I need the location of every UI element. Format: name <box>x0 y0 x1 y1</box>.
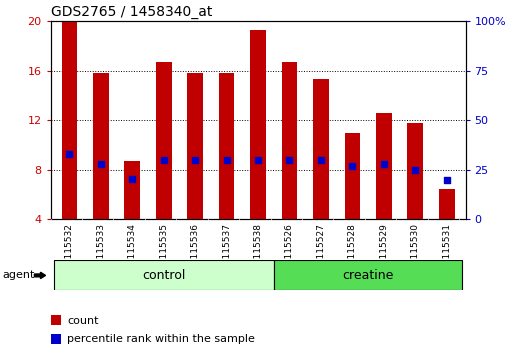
Text: GSM115537: GSM115537 <box>222 223 231 278</box>
Bar <box>313 79 328 219</box>
Point <box>191 157 199 163</box>
Text: GSM115532: GSM115532 <box>65 223 74 278</box>
Point <box>316 157 324 163</box>
Bar <box>156 62 171 219</box>
Text: GSM115535: GSM115535 <box>159 223 168 278</box>
Point <box>128 176 136 181</box>
Bar <box>218 73 234 219</box>
Text: GSM115536: GSM115536 <box>190 223 199 278</box>
Point <box>411 167 419 173</box>
Text: GSM115526: GSM115526 <box>284 223 293 278</box>
Text: count: count <box>67 316 98 326</box>
Bar <box>50 315 61 325</box>
Bar <box>273 260 462 290</box>
Point <box>254 157 262 163</box>
Bar <box>249 30 266 219</box>
Text: GDS2765 / 1458340_at: GDS2765 / 1458340_at <box>50 5 212 19</box>
Point <box>285 157 293 163</box>
Text: percentile rank within the sample: percentile rank within the sample <box>67 334 255 344</box>
Text: GSM115531: GSM115531 <box>441 223 450 278</box>
Text: control: control <box>142 269 185 282</box>
Bar <box>187 73 203 219</box>
Point <box>379 161 387 166</box>
Bar <box>438 188 453 219</box>
Point <box>442 177 450 183</box>
Bar <box>124 161 140 219</box>
Bar <box>375 113 391 219</box>
Point <box>222 157 230 163</box>
Text: GSM115538: GSM115538 <box>253 223 262 278</box>
Bar <box>62 21 77 219</box>
Point <box>347 163 356 169</box>
Text: GSM115534: GSM115534 <box>128 223 136 278</box>
Bar <box>344 133 360 219</box>
Text: creatine: creatine <box>342 269 393 282</box>
Text: GSM115530: GSM115530 <box>410 223 419 278</box>
Bar <box>50 334 61 344</box>
Bar <box>281 62 297 219</box>
Point <box>65 151 73 156</box>
Bar <box>407 123 422 219</box>
Point <box>160 157 168 163</box>
Text: GSM115527: GSM115527 <box>316 223 325 278</box>
Text: GSM115528: GSM115528 <box>347 223 356 278</box>
Text: agent: agent <box>3 270 35 280</box>
Bar <box>93 73 109 219</box>
Text: GSM115533: GSM115533 <box>96 223 105 278</box>
Text: GSM115529: GSM115529 <box>379 223 387 278</box>
Point <box>96 161 105 166</box>
Bar <box>54 260 273 290</box>
